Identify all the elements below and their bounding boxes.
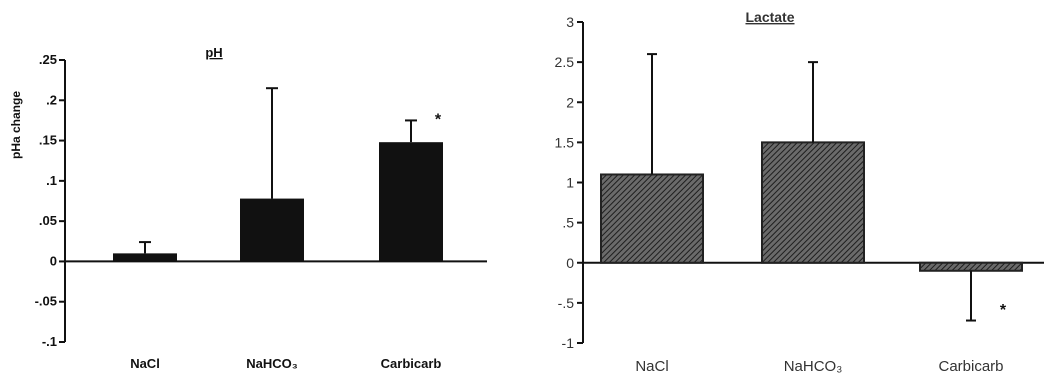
bar-nacl: [113, 253, 177, 262]
chart-lactate-bars: *: [600, 53, 1023, 322]
y-tick-label: 2: [566, 94, 574, 110]
y-tick-label: .2: [46, 92, 57, 107]
y-tick-label: 1: [566, 175, 574, 191]
chart-ph-x-labels: NaCl NaHCO₃ Carbicarb: [130, 356, 441, 371]
y-tick-label: .05: [39, 213, 57, 228]
x-tick-label: Carbicarb: [938, 358, 1003, 375]
x-tick-label: NaHCO₃: [784, 358, 843, 375]
y-tick-label: -.5: [558, 295, 575, 311]
chart-lactate: Lactate -1 -.5 0 .5 1 1.5 2 2.5 3 * NaCl NaHCO₃ Ca…: [555, 9, 1044, 375]
y-tick-label: -.1: [42, 334, 57, 349]
bar-carbicarb: [919, 261, 1023, 272]
x-tick-label: NaCl: [130, 356, 160, 371]
significance-marker: *: [435, 111, 442, 128]
significance-marker: *: [1000, 302, 1007, 319]
y-tick-label: 0: [50, 253, 57, 268]
x-tick-label: NaCl: [635, 358, 668, 375]
bar-nahco3: [761, 141, 865, 264]
y-tick-label: 3: [566, 14, 574, 30]
chart-lactate-title: Lactate: [745, 9, 794, 25]
bar-nacl: [600, 173, 704, 264]
chart-lactate-x-labels: NaCl NaHCO₃ Carbicarb: [635, 358, 1003, 375]
x-tick-label: NaHCO₃: [246, 356, 298, 371]
chart-ph-title: pH: [205, 45, 222, 60]
y-tick-label: 0: [566, 255, 574, 271]
y-tick-label: 2.5: [555, 54, 575, 70]
y-tick-label: .1: [46, 173, 57, 188]
bar-carbicarb: [379, 142, 443, 262]
chart-ph: pH pHa change -.1 -.05 0 .05 .1 .15 .2 .25 * Na…: [9, 45, 487, 371]
y-tick-label: -.05: [35, 294, 57, 309]
chart-ph-bars: *: [113, 87, 443, 262]
chart-ph-ylabel: pHa change: [9, 91, 23, 159]
y-tick-label: .15: [39, 133, 57, 148]
y-tick-label: -1: [562, 335, 575, 351]
y-tick-label: .5: [562, 215, 574, 231]
x-tick-label: Carbicarb: [381, 356, 442, 371]
y-tick-label: .25: [39, 52, 57, 67]
bar-nahco3: [240, 198, 304, 262]
y-tick-label: 1.5: [555, 134, 575, 150]
